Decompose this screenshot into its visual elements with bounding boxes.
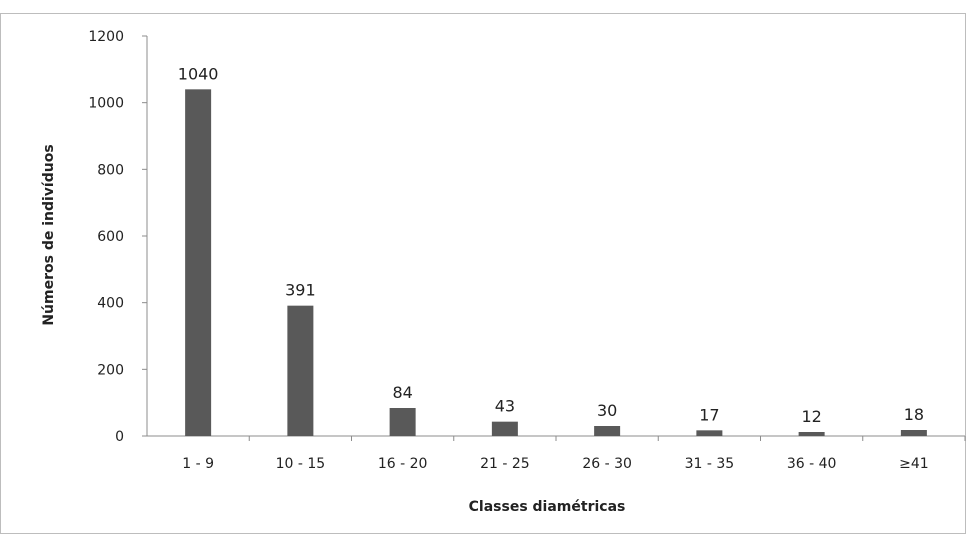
x-tick-label: 26 - 30	[582, 456, 632, 472]
x-axis-ticks: 1 - 9 10 - 15 16 - 20 21 - 25 26 - 30 31 - 35…	[182, 436, 966, 472]
bar	[389, 408, 416, 436]
y-tick-label: 0	[115, 429, 124, 445]
x-tick-label: 36 - 40	[787, 456, 837, 472]
data-label: 84	[392, 383, 412, 402]
y-tick-label: 400	[97, 296, 124, 312]
y-tick-label: 200	[97, 362, 124, 378]
data-label: 17	[699, 405, 719, 424]
bar	[594, 426, 621, 436]
y-axis-ticks: 0 200 400 600 800 1000 1200	[88, 29, 147, 445]
data-label: 43	[495, 397, 515, 416]
bar	[798, 432, 825, 436]
bar-series	[185, 89, 927, 436]
y-tick-label: 1000	[88, 96, 124, 112]
y-tick-label: 600	[97, 229, 124, 245]
x-tick-label: ≥41	[899, 456, 929, 472]
data-label: 18	[904, 405, 924, 424]
y-tick-label: 1200	[88, 29, 124, 45]
x-tick-label: 1 - 9	[182, 456, 214, 472]
x-tick-label: 10 - 15	[276, 456, 326, 472]
y-tick-label: 800	[97, 162, 124, 178]
data-label: 1040	[178, 64, 219, 83]
data-label: 12	[801, 407, 821, 426]
bar	[900, 430, 927, 436]
bar	[185, 89, 212, 436]
data-labels: 1040 391 84 43 30 17 12 18	[178, 64, 924, 426]
data-label: 391	[285, 281, 316, 300]
x-tick-label: 31 - 35	[685, 456, 735, 472]
data-label: 30	[597, 401, 617, 420]
x-tick-label: 16 - 20	[378, 456, 428, 472]
x-axis-title: Classes diamétricas	[469, 499, 626, 515]
y-axis-title: Números de indivíduos	[41, 144, 57, 325]
bar	[491, 421, 518, 436]
bar	[287, 305, 314, 436]
bar	[696, 430, 723, 436]
x-tick-label: 21 - 25	[480, 456, 530, 472]
